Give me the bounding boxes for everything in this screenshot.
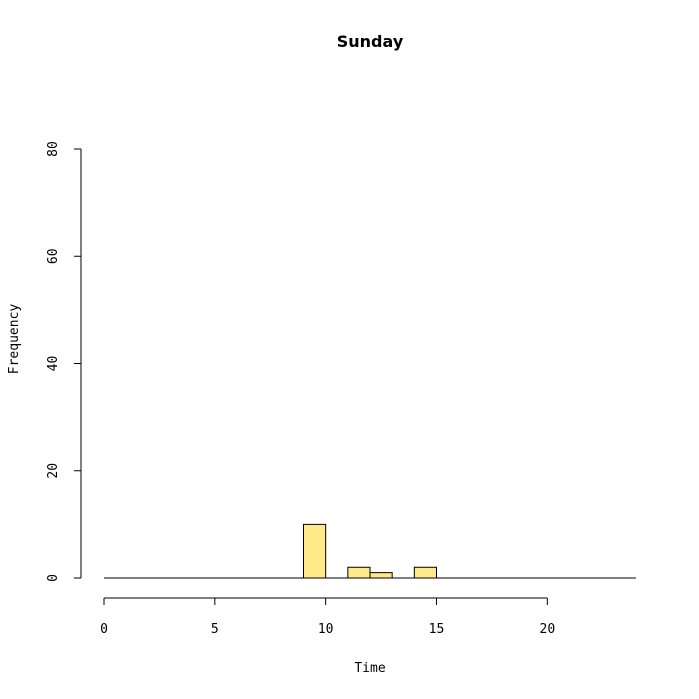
y-tick-label: 60 (46, 248, 61, 264)
plot-area (104, 523, 636, 579)
x-tick-label: 20 (540, 622, 556, 637)
x-tick-label: 10 (318, 622, 334, 637)
x-axis-title: Time (354, 661, 385, 676)
y-tick-label: 40 (46, 356, 61, 372)
histogram-bar (413, 566, 438, 579)
y-tick-label: 0 (46, 574, 61, 582)
histogram-bar (303, 523, 327, 579)
x-tick-label: 15 (429, 622, 445, 637)
x-tick-label: 5 (211, 622, 219, 637)
histogram-bar (369, 572, 393, 579)
chart-title: Sunday (337, 32, 404, 51)
x-axis: 0 5 10 15 20 (100, 597, 556, 637)
y-axis-title: Frequency (7, 304, 22, 375)
x-tick-label: 0 (100, 622, 108, 637)
histogram-bar (347, 566, 371, 579)
y-tick-label: 20 (46, 463, 61, 479)
y-tick-label: 80 (46, 141, 61, 157)
y-axis: 0 20 40 60 80 (46, 141, 82, 582)
